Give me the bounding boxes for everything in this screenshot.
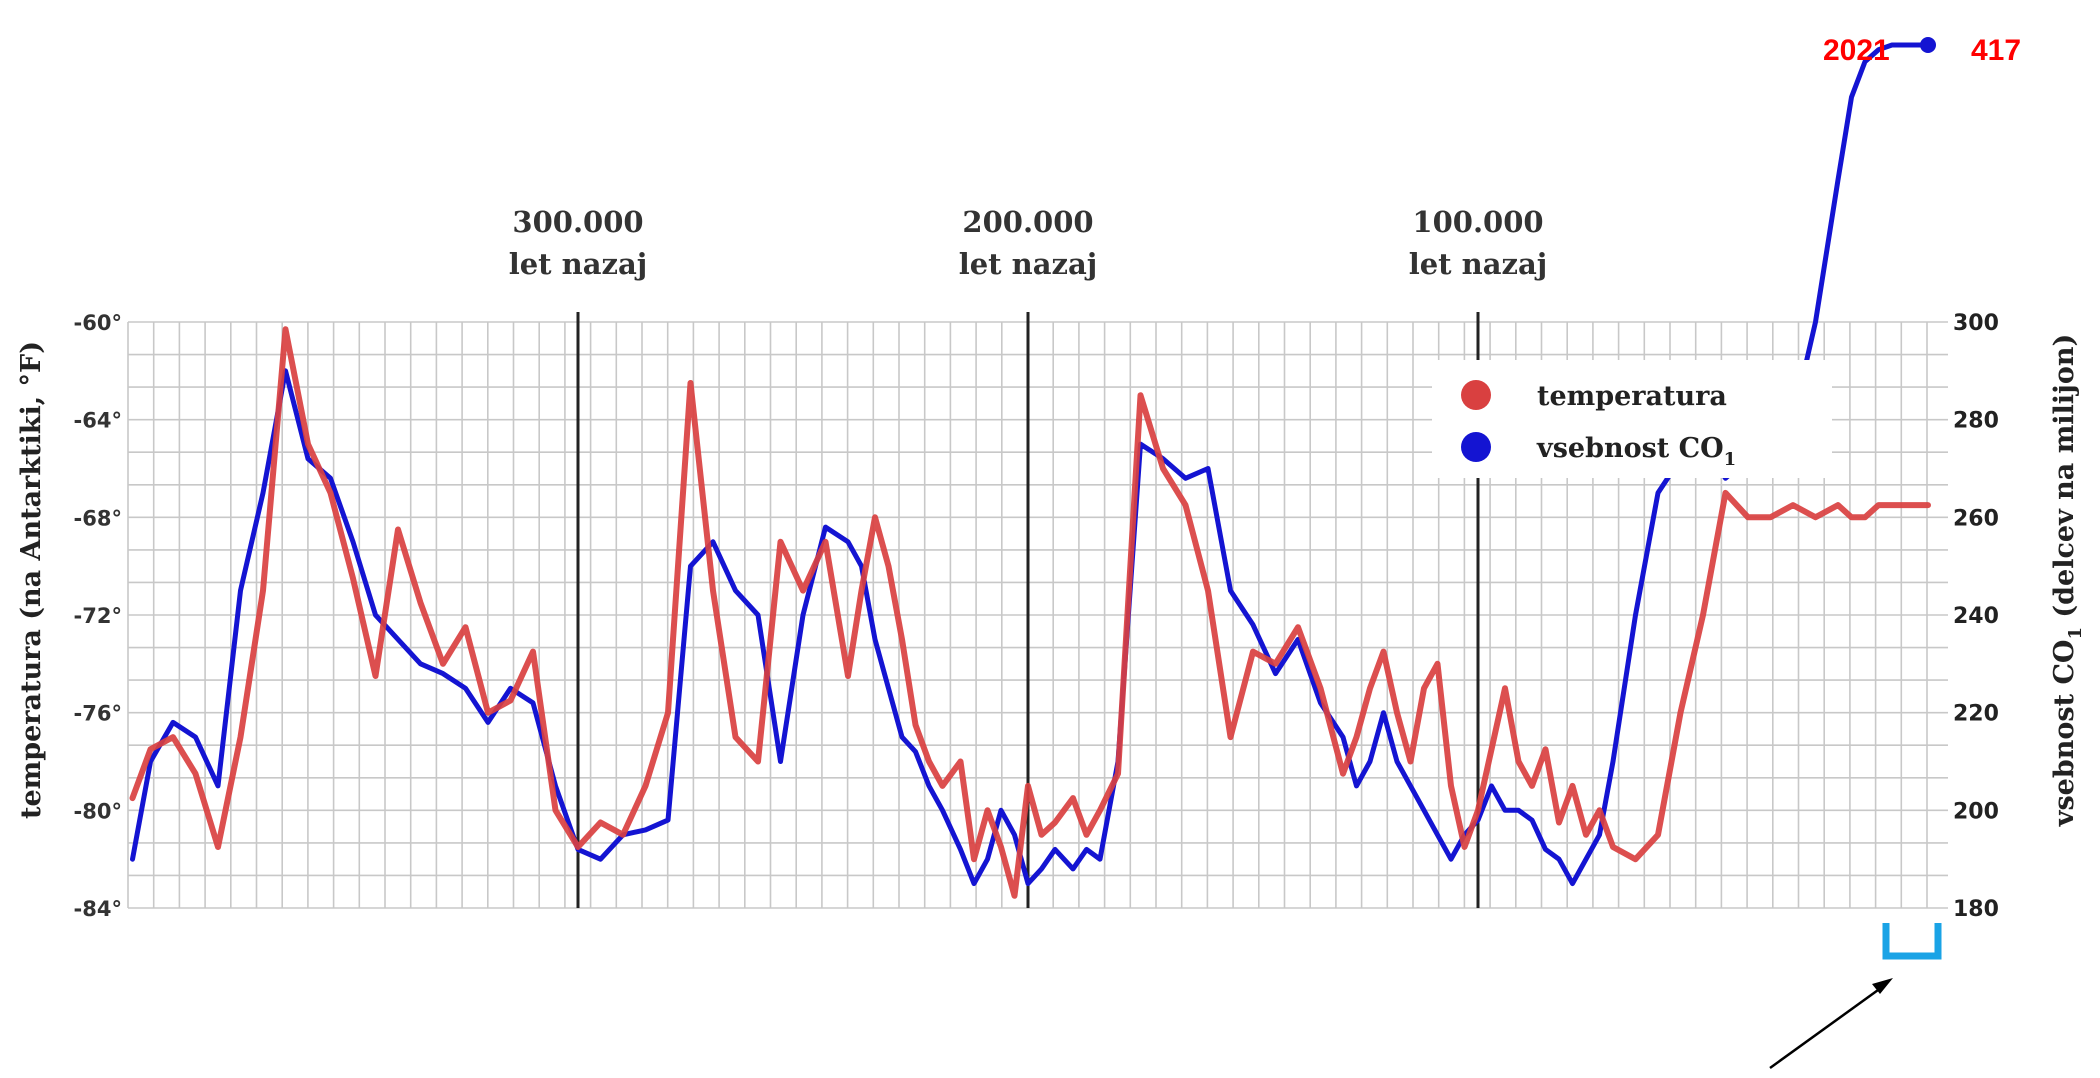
left-tick-label: -80° (74, 799, 122, 823)
annotation-value: 417 (1971, 34, 2021, 67)
right-axis-title-tail: (delcev na milijon) (2049, 334, 2080, 627)
left-tick-label: -84° (74, 897, 122, 921)
right-tick-label: 240 (1953, 604, 1999, 629)
era-label-ago: let nazaj (1409, 247, 1548, 281)
left-tick-label: -64° (74, 409, 122, 433)
right-axis-title: vsebnost CO1 (delcev na milijon) (2049, 334, 2086, 827)
series-layer (129, 42, 1931, 899)
right-axis-title-sub: 1 (2065, 627, 2086, 640)
left-tick-label: -76° (74, 702, 122, 726)
right-tick-label: 260 (1953, 506, 1999, 531)
left-axis-title: temperatura (na Antarktiki, °F) (16, 341, 47, 819)
era-label-ago: let nazaj (509, 247, 648, 281)
right-tick-label: 200 (1953, 799, 1999, 824)
right-axis-title-main: vsebnost CO (2049, 640, 2080, 828)
left-tick-label: -68° (74, 506, 122, 530)
pointer-arrow-head (1872, 978, 1893, 994)
era-label-years: 300.000 (512, 205, 643, 239)
era-label-years: 100.000 (1412, 205, 1543, 239)
legend-co2-marker (1461, 432, 1491, 462)
right-tick-label: 280 (1953, 409, 1999, 434)
left-axis-ticks: -60° -64° -68° -72° -76° -80° -84° (74, 311, 122, 921)
era-label-ago: let nazaj (959, 247, 1098, 281)
legend-co2-label: vsebnost CO1 (1536, 433, 1736, 470)
recent-period-bracket (1882, 923, 1942, 960)
co2-2021-point (1920, 37, 1936, 53)
left-tick-label: -72° (74, 604, 122, 628)
legend-temperature-marker (1461, 380, 1491, 410)
era-lines: 300.000 let nazaj 200.000 let nazaj 100.000 l… (509, 205, 1548, 908)
right-tick-label: 220 (1953, 702, 1999, 727)
legend-box (1432, 360, 1832, 478)
pointer-arrow-shaft (1769, 983, 1886, 1070)
legend-co2-label-sub: 1 (1724, 449, 1737, 470)
annotation-year: 2021 (1823, 34, 1890, 67)
temperature-series-line (129, 326, 1931, 899)
left-tick-label: -60° (74, 311, 122, 335)
legend-temperature-label: temperatura (1537, 381, 1727, 412)
right-tick-label: 300 (1953, 311, 1999, 336)
legend-co2-label-main: vsebnost CO (1536, 433, 1724, 464)
right-axis-ticks: 300 280 260 240 220 200 180 (1953, 311, 1999, 922)
right-tick-label: 180 (1953, 897, 1999, 922)
era-label-years: 200.000 (962, 205, 1093, 239)
